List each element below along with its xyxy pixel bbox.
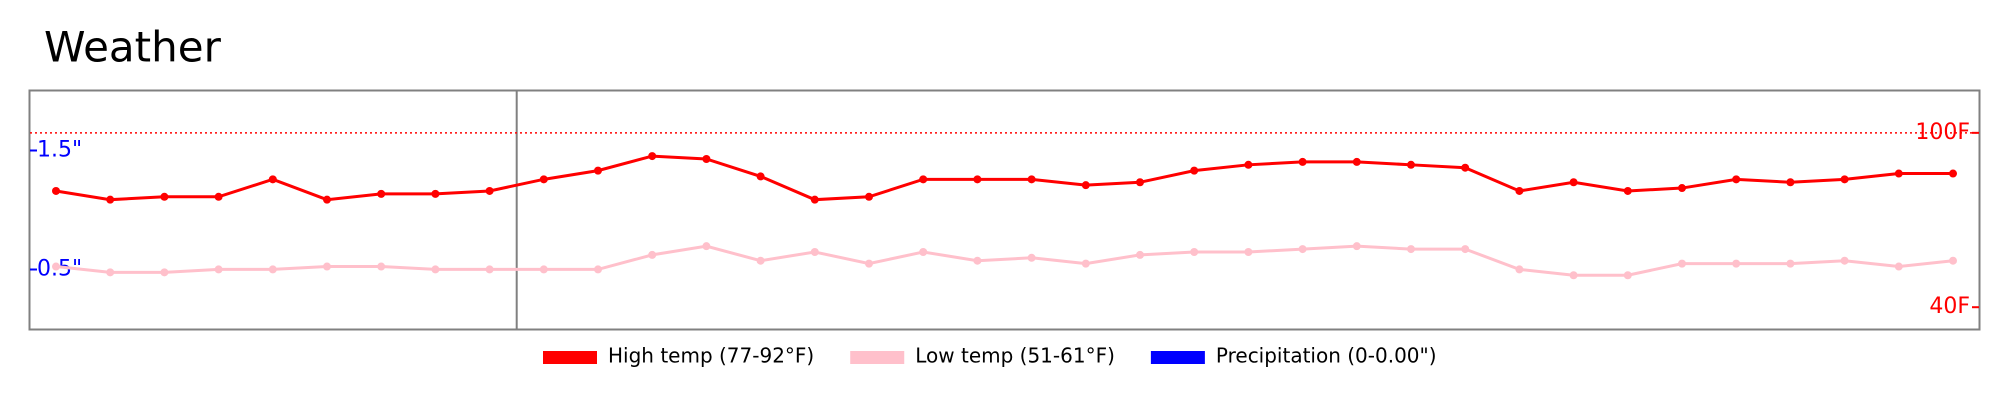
series-point — [1569, 178, 1578, 187]
series-point — [1298, 157, 1307, 166]
series-point — [1515, 186, 1524, 195]
plot-frame — [28, 89, 1981, 331]
series-point — [1352, 242, 1361, 251]
y-tick-label: 100F — [1915, 120, 1970, 145]
series-point — [810, 195, 819, 204]
series-point — [1623, 186, 1632, 195]
series-point — [1027, 175, 1036, 184]
series-point — [973, 175, 982, 184]
series-point — [539, 175, 548, 184]
series-point — [648, 250, 657, 259]
series-point — [1949, 256, 1957, 265]
series-point — [648, 152, 657, 161]
legend-label: Low temp (51-61°F) — [915, 344, 1115, 368]
series-point — [1786, 178, 1795, 187]
series-point — [1678, 184, 1686, 193]
series-point — [160, 268, 169, 277]
series-point — [268, 265, 277, 274]
y2-tick-label: 1.5" — [37, 138, 82, 163]
series-point — [1190, 247, 1199, 256]
series-point — [1081, 259, 1090, 268]
series-line — [55, 244, 1954, 277]
series-point — [1244, 247, 1253, 256]
series-point — [485, 186, 494, 195]
series-point — [865, 259, 873, 268]
series-point — [756, 256, 765, 265]
legend-label: High temp (77-92°F) — [608, 344, 814, 368]
legend: High temp (77-92°F) Low temp (51-61°F) Pre… — [543, 344, 1437, 368]
series-point — [323, 195, 331, 204]
series-point — [485, 265, 494, 274]
series-point — [865, 192, 873, 201]
series-point — [1894, 262, 1903, 271]
series-point — [214, 265, 223, 274]
series-point — [756, 172, 765, 181]
chart-title: Weather — [44, 23, 222, 72]
series-point — [539, 265, 548, 274]
series-point — [52, 186, 60, 195]
series-point — [1461, 163, 1470, 172]
series-point — [1407, 160, 1415, 169]
legend-swatch — [1150, 351, 1205, 364]
series-point — [268, 175, 277, 184]
legend-swatch — [850, 351, 905, 364]
series-point — [1840, 175, 1849, 184]
series-point — [377, 189, 386, 198]
legend-label: Precipitation (0-0.00") — [1216, 344, 1437, 368]
series-point — [1515, 265, 1524, 274]
series-point — [1027, 253, 1036, 262]
series-point — [702, 155, 711, 163]
series-point — [106, 195, 115, 204]
series-point — [919, 175, 928, 184]
series-point — [106, 268, 115, 277]
series-point — [431, 265, 440, 274]
series-point — [1786, 259, 1795, 268]
series-point — [1461, 245, 1470, 254]
series-point — [1894, 169, 1903, 178]
series-point — [323, 262, 331, 271]
series-point — [1623, 271, 1632, 280]
series-point — [1732, 259, 1741, 268]
series-point — [1840, 256, 1849, 265]
series-point — [702, 242, 711, 251]
series-point — [973, 256, 982, 265]
series-point — [1298, 245, 1307, 254]
y-tick-label: 40F — [1929, 294, 1970, 319]
series-point — [594, 265, 602, 274]
series-point — [52, 262, 60, 271]
series-point — [214, 192, 223, 201]
series-point — [431, 189, 440, 198]
series-point — [1136, 178, 1144, 187]
series-point — [1081, 181, 1090, 190]
series-point — [1569, 271, 1578, 280]
legend-swatch — [543, 351, 597, 364]
series-point — [1244, 160, 1253, 169]
series-point — [1352, 157, 1361, 166]
series-point — [160, 192, 169, 201]
series-point — [919, 247, 928, 256]
series-point — [810, 247, 819, 256]
series-line — [55, 154, 1953, 202]
series-point — [1136, 250, 1144, 259]
series-point — [1407, 245, 1415, 254]
series-point — [1949, 169, 1957, 178]
series-point — [1190, 166, 1199, 175]
series-point — [377, 262, 386, 271]
series-point — [1678, 259, 1686, 268]
series-point — [594, 166, 602, 175]
series-point — [1732, 175, 1741, 184]
